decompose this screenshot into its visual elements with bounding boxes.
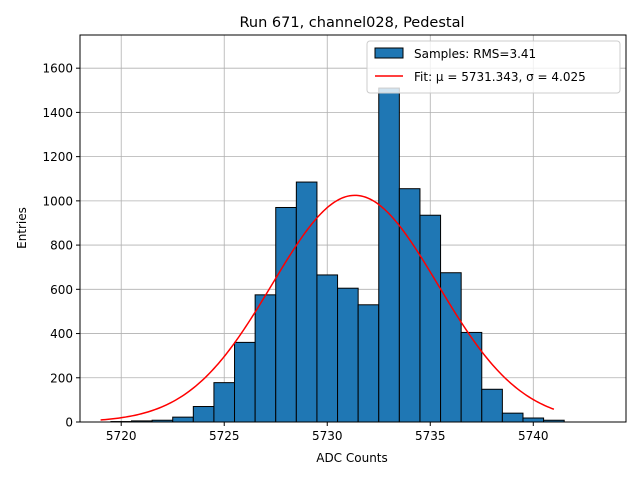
histogram-bar xyxy=(275,206,297,423)
histogram-bar xyxy=(234,341,256,423)
x-axis-label: ADC Counts xyxy=(316,451,388,465)
x-axis: 5720 5725 5730 5735 5740 xyxy=(106,422,549,443)
histogram-bar xyxy=(398,188,421,423)
chart-title: Run 671, channel028, Pedestal xyxy=(239,15,464,31)
histogram-bar xyxy=(481,388,503,423)
x-tick-label: 5740 xyxy=(518,429,549,443)
y-tick-label: 600 xyxy=(50,283,73,297)
y-tick-label: 400 xyxy=(50,327,73,341)
x-tick-label: 5720 xyxy=(106,429,137,443)
y-tick-label: 1400 xyxy=(42,106,73,120)
x-tick-label: 5735 xyxy=(415,429,446,443)
x-tick-label: 5730 xyxy=(312,429,343,443)
histogram-bar xyxy=(378,87,400,423)
y-tick-label: 200 xyxy=(50,371,73,385)
histogram-bar xyxy=(460,331,483,423)
histogram-bar xyxy=(522,417,545,423)
histogram-bar xyxy=(419,214,442,423)
y-axis-label: Entries xyxy=(15,207,29,249)
histogram-bar xyxy=(213,382,236,423)
histogram-bars xyxy=(110,87,565,423)
histogram-bar xyxy=(254,294,277,423)
y-axis: 0 200 400 600 800 1000 1200 1400 1600 xyxy=(42,62,80,430)
grid xyxy=(80,35,626,423)
histogram-bar xyxy=(172,416,194,423)
legend: Samples: RMS=3.41 Fit: μ = 5731.343, σ =… xyxy=(366,40,621,94)
y-tick-label: 1600 xyxy=(42,62,73,76)
histogram-bar xyxy=(316,274,339,423)
histogram-bar xyxy=(192,406,215,423)
histogram-bar xyxy=(295,181,318,423)
legend-box xyxy=(366,40,621,94)
histogram-bar xyxy=(501,412,524,423)
x-tick-label: 5725 xyxy=(209,429,240,443)
plot-frame xyxy=(79,34,627,423)
y-tick-label: 1200 xyxy=(42,150,73,164)
histogram-bar xyxy=(337,287,359,423)
legend-histogram-swatch xyxy=(374,47,404,59)
y-tick-label: 1000 xyxy=(42,194,73,208)
legend-histogram-label: Samples: RMS=3.41 xyxy=(414,47,536,61)
y-tick-label: 800 xyxy=(50,239,73,253)
histogram-bar xyxy=(357,304,380,423)
y-tick-label: 0 xyxy=(65,416,73,430)
fit-curve xyxy=(100,194,555,421)
legend-fit-label: Fit: μ = 5731.343, σ = 4.025 xyxy=(414,70,586,84)
fit-layer xyxy=(100,194,555,421)
